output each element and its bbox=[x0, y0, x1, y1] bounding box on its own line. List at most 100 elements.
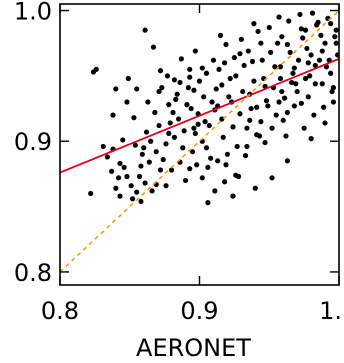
scatter-point bbox=[166, 102, 172, 108]
scatter-point bbox=[302, 75, 309, 82]
scatter-point bbox=[330, 85, 337, 91]
scatter-point bbox=[196, 78, 203, 84]
scatter-point bbox=[300, 35, 306, 41]
scatter-point bbox=[121, 164, 127, 170]
scatter-point bbox=[124, 99, 130, 105]
scatter-point bbox=[182, 177, 189, 184]
scatter-point bbox=[134, 86, 140, 92]
scatter-point bbox=[322, 40, 328, 46]
scatter-point bbox=[219, 116, 225, 122]
scatter-point bbox=[254, 132, 260, 138]
scatter-point bbox=[309, 10, 316, 16]
scatter-point bbox=[276, 14, 282, 20]
y-tick-label: 0.8 bbox=[14, 259, 52, 287]
scatter-point bbox=[227, 75, 233, 82]
scatter-point bbox=[171, 77, 177, 83]
scatter-point bbox=[113, 185, 119, 191]
scatter-point bbox=[213, 86, 219, 92]
scatter-point bbox=[280, 117, 286, 123]
scatter-point bbox=[131, 115, 137, 121]
scatter-point bbox=[312, 62, 318, 69]
scatter-point bbox=[333, 27, 339, 33]
scatter-point bbox=[143, 129, 150, 135]
plot-clip-group bbox=[60, 9, 339, 273]
scatter-point bbox=[152, 109, 158, 116]
scatter-point bbox=[138, 198, 144, 204]
scatter-point bbox=[284, 158, 290, 164]
scatter-point bbox=[195, 121, 201, 127]
scatter-point bbox=[277, 64, 284, 70]
scatter-point bbox=[117, 160, 123, 167]
scatter-point bbox=[293, 81, 299, 87]
scatter-point bbox=[298, 100, 304, 106]
scatter-point bbox=[328, 70, 334, 76]
scatter-point bbox=[307, 73, 313, 79]
scatter-point bbox=[252, 185, 258, 191]
scatter-point bbox=[335, 52, 339, 58]
x-tick-label: 0.8 bbox=[41, 297, 79, 325]
scatter-point bbox=[117, 193, 123, 199]
scatter-point bbox=[192, 130, 198, 136]
scatter-point bbox=[251, 21, 257, 27]
scatter-point bbox=[157, 167, 164, 173]
scatter-point bbox=[149, 188, 155, 194]
scatter-point bbox=[170, 109, 176, 116]
scatter-point bbox=[185, 85, 191, 91]
x-tick-label: 0.9 bbox=[180, 297, 218, 325]
scatter-point bbox=[276, 99, 282, 105]
scatter-point bbox=[222, 60, 228, 66]
scatter-point bbox=[142, 180, 148, 186]
scatter-point bbox=[192, 48, 198, 54]
scatter-point bbox=[104, 154, 111, 160]
scatter-point bbox=[297, 11, 303, 18]
scatter-point bbox=[142, 27, 148, 33]
scatter-point bbox=[146, 159, 152, 165]
scatter-point bbox=[189, 149, 196, 155]
scatter-point bbox=[169, 167, 175, 173]
scatter-point bbox=[284, 109, 290, 116]
scatter-point bbox=[319, 48, 325, 54]
scatter-point bbox=[160, 156, 166, 163]
scatter-point bbox=[268, 49, 274, 55]
scatter-point bbox=[120, 137, 126, 143]
scatter-point bbox=[212, 188, 218, 194]
scatter-point bbox=[241, 62, 247, 69]
scatter-point bbox=[308, 136, 314, 142]
scatter-point bbox=[199, 175, 205, 181]
scatter-point bbox=[244, 125, 250, 131]
scatter-point bbox=[191, 125, 197, 131]
scatter-point bbox=[206, 122, 212, 129]
scatter-point bbox=[202, 119, 208, 125]
scatter-point bbox=[265, 103, 271, 109]
scatter-point bbox=[219, 82, 225, 88]
scatter-point bbox=[203, 70, 210, 76]
scatter-point bbox=[316, 57, 323, 63]
scatter-point bbox=[148, 138, 154, 144]
scatter-point bbox=[304, 45, 310, 52]
scatter-point bbox=[277, 75, 284, 82]
scatter-point bbox=[128, 183, 134, 189]
scatter-point bbox=[217, 32, 224, 38]
scatter-point bbox=[279, 88, 285, 95]
scatter-point bbox=[302, 27, 309, 33]
scatter-point bbox=[187, 166, 193, 172]
scatter-point bbox=[263, 98, 270, 104]
scatter-point bbox=[223, 162, 229, 168]
scatter-point bbox=[184, 102, 190, 108]
scatter-point bbox=[145, 99, 151, 105]
scatter-point bbox=[266, 24, 272, 31]
scatter-point bbox=[203, 145, 210, 151]
scatter-point bbox=[287, 49, 293, 55]
scatter-point bbox=[222, 179, 228, 185]
scatter-point bbox=[238, 36, 244, 42]
scatter-point bbox=[132, 142, 138, 148]
scatter-point bbox=[187, 66, 193, 72]
scatter-point bbox=[166, 130, 172, 136]
scatter-point bbox=[249, 58, 256, 65]
scatter-point bbox=[163, 141, 169, 147]
scatter-point bbox=[88, 190, 94, 197]
scatter-point bbox=[177, 79, 183, 86]
scatter-point bbox=[209, 99, 215, 105]
one-to-one-line bbox=[60, 9, 339, 273]
